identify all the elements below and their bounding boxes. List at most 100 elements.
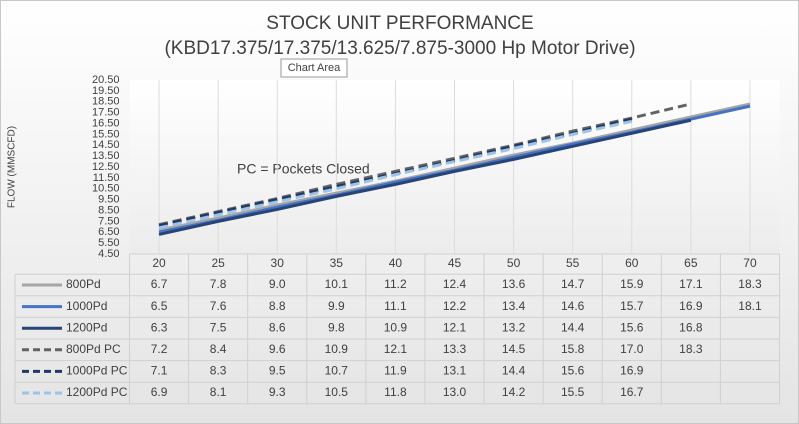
y-tick-label: 16.50: [92, 117, 120, 129]
table-cell: 8.1: [210, 385, 227, 399]
legend-label: 1000Pd PC: [66, 364, 128, 378]
table-cell: 17.1: [679, 277, 703, 291]
y-tick-label: 15.50: [92, 128, 120, 140]
table-cell: 13.4: [502, 299, 526, 313]
table-cell: 6.5: [151, 299, 168, 313]
series-line: [158, 118, 692, 236]
table-cell: 7.5: [210, 320, 227, 334]
y-tick-label: 4.50: [98, 248, 119, 260]
annotation: PC = Pockets Closed: [237, 161, 370, 177]
table-cell: 17.0: [620, 342, 644, 356]
legend-label: 800Pd PC: [66, 342, 121, 356]
chart-layer: 4.505.506.507.508.509.5010.5011.5012.501…: [14, 74, 780, 405]
table-cell: 6.3: [151, 320, 168, 334]
x-tick-label: 30: [271, 256, 285, 270]
table-cell: 9.6: [269, 342, 286, 356]
table-cell: 8.3: [210, 364, 227, 378]
table-cell: 11.9: [384, 364, 407, 378]
table-cell: 10.9: [325, 342, 349, 356]
table-cell: 9.8: [328, 320, 345, 334]
table-cell: 15.6: [620, 320, 644, 334]
table-cell: 13.1: [443, 364, 467, 378]
table-cell: 16.9: [679, 299, 703, 313]
series-line: [158, 102, 751, 232]
x-tick-label: 40: [389, 256, 403, 270]
table-cell: 10.1: [325, 277, 349, 291]
table-cell: 18.3: [738, 277, 762, 291]
table-cell: 9.5: [269, 364, 286, 378]
x-tick-label: 70: [743, 256, 757, 270]
table-cell: 15.6: [561, 364, 585, 378]
table-cell: 9.9: [328, 299, 345, 313]
table-cell: 6.7: [151, 277, 168, 291]
table-cell: 16.8: [679, 320, 703, 334]
y-tick-label: 6.50: [98, 226, 119, 238]
x-tick-label: 45: [448, 256, 462, 270]
table-cell: 15.5: [561, 385, 585, 399]
table-cell: 13.0: [443, 385, 467, 399]
legend-label: 1200Pd: [66, 320, 107, 334]
table-cell: 7.2: [151, 342, 168, 356]
table-cell: 15.8: [561, 342, 585, 356]
table-cell: 14.2: [502, 385, 526, 399]
table-cell: 7.6: [210, 299, 227, 313]
table-cell: 14.6: [561, 299, 585, 313]
y-tick-label: 13.50: [92, 150, 120, 162]
table-cell: 13.3: [443, 342, 467, 356]
table-cell: 12.1: [384, 342, 408, 356]
chart-subtitle: (KBD17.375/17.375/13.625/7.875-3000 Hp M…: [164, 38, 635, 59]
y-tick-label: 11.50: [93, 172, 120, 184]
legend-label: 800Pd: [66, 277, 101, 291]
series-line: [158, 119, 633, 230]
table-cell: 6.9: [151, 385, 168, 399]
tooltip: Chart Area: [280, 58, 348, 78]
table-cell: 7.8: [210, 277, 227, 291]
table-cell: 10.5: [325, 385, 349, 399]
table-cell: 13.6: [502, 277, 526, 291]
y-tick-label: 20.50: [92, 74, 120, 86]
chart-title: STOCK UNIT PERFORMANCE: [266, 13, 533, 34]
table-cell: 12.4: [443, 277, 467, 291]
table-cell: 16.7: [620, 385, 644, 399]
table-cell: 13.2: [502, 320, 526, 334]
table-cell: 8.6: [269, 320, 286, 334]
x-tick-label: 50: [507, 256, 521, 270]
table-cell: 10.9: [384, 320, 408, 334]
table-cell: 11.2: [384, 277, 407, 291]
table-cell: 8.8: [269, 299, 286, 313]
legend-label: 1000Pd: [66, 299, 107, 313]
table-cell: 9.3: [269, 385, 286, 399]
table-cell: 10.7: [325, 364, 349, 378]
table-cell: 11.1: [384, 299, 407, 313]
y-tick-label: 19.50: [92, 85, 120, 97]
table-cell: 15.9: [620, 277, 644, 291]
x-tick-label: 55: [566, 256, 580, 270]
y-tick-label: 12.50: [92, 161, 120, 173]
tooltip-box: [280, 58, 348, 78]
x-tick-label: 20: [152, 256, 166, 270]
tooltip-text: Chart Area: [288, 62, 341, 74]
x-tick-label: 60: [625, 256, 639, 270]
y-tick-label: 14.50: [92, 139, 120, 151]
table-cell: 11.8: [384, 385, 407, 399]
table-cell: 8.4: [210, 342, 227, 356]
table-cell: 14.7: [561, 277, 585, 291]
y-tick-label: 7.50: [98, 215, 119, 227]
y-axis-label: FLOW (MMSCFD): [7, 126, 18, 208]
legend-label: 1200Pd PC: [66, 385, 128, 399]
y-tick-label: 9.50: [98, 194, 119, 206]
table-cell: 14.5: [502, 342, 526, 356]
x-tick-label: 25: [211, 256, 225, 270]
table-cell: 16.9: [620, 364, 644, 378]
x-tick-label: 35: [330, 256, 344, 270]
y-tick-label: 8.50: [98, 204, 119, 216]
y-tick-label: 18.50: [92, 96, 120, 108]
table-cell: 18.1: [738, 299, 762, 313]
table-cell: 12.2: [443, 299, 467, 313]
y-tick-label: 10.50: [92, 183, 120, 195]
y-tick-label: 5.50: [98, 237, 119, 249]
table-cell: 14.4: [502, 364, 526, 378]
x-tick-label: 65: [684, 256, 698, 270]
table-cell: 18.3: [679, 342, 703, 356]
